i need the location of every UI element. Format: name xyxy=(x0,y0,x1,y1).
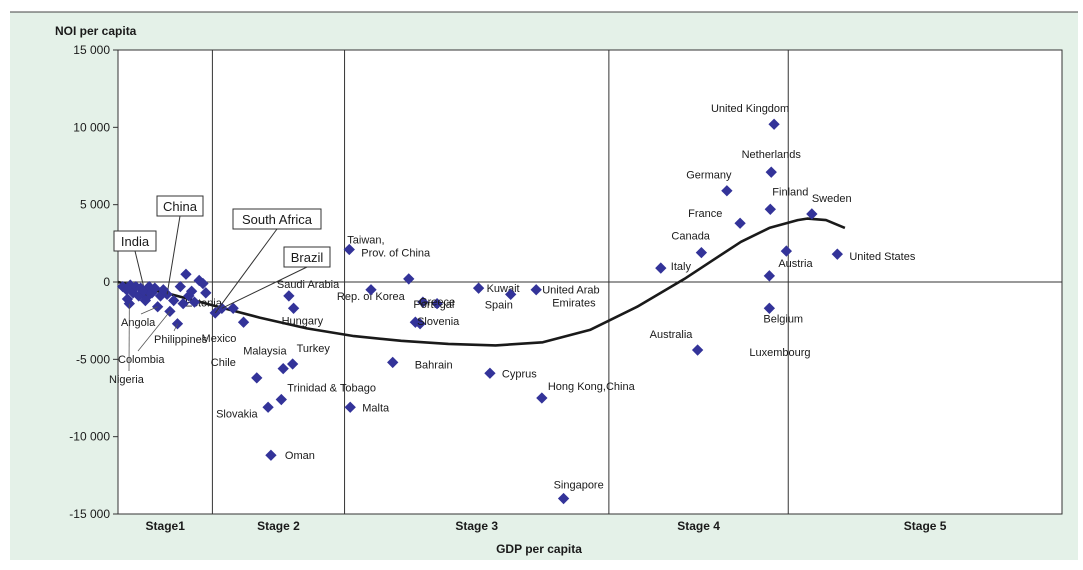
point-label: Prov. of China xyxy=(361,248,431,260)
point-label: Germany xyxy=(686,170,732,182)
point-label: Turkey xyxy=(297,343,331,355)
stage-label: Stage 3 xyxy=(455,519,498,533)
point-label: United Kingdom xyxy=(711,103,789,115)
point-label: Taiwan, xyxy=(347,235,384,247)
point-label: Oman xyxy=(285,450,315,462)
x-axis-title: GDP per capita xyxy=(496,542,582,556)
point-label: Italy xyxy=(671,261,692,273)
y-axis-title: NOI per capita xyxy=(55,24,137,38)
point-label: Philippines xyxy=(154,334,208,346)
point-label: France xyxy=(688,208,722,220)
point-label: Sweden xyxy=(812,193,852,205)
point-label: Malta xyxy=(362,402,390,414)
point-label: Singapore xyxy=(554,480,604,492)
point-label: Greece xyxy=(419,297,455,309)
y-tick-label: -5 000 xyxy=(76,352,110,366)
point-label: Chile xyxy=(211,357,236,369)
point-label: Bahrain xyxy=(415,359,453,371)
stage-label: Stage 4 xyxy=(677,519,720,533)
point-label: Finland xyxy=(772,186,808,198)
point-label: Nigeria xyxy=(109,374,145,386)
point-label: China xyxy=(163,199,198,214)
stage-label: Stage1 xyxy=(146,519,186,533)
point-label: Trinidad & Tobago xyxy=(287,383,376,395)
y-tick-label: 10 000 xyxy=(73,120,110,134)
point-label: Hong Kong,China xyxy=(548,381,636,393)
point-label: Emirates xyxy=(552,298,596,310)
point-label: Saudi Arabia xyxy=(277,279,340,291)
stage-label: Stage 2 xyxy=(257,519,300,533)
point-label: United Arab xyxy=(542,285,599,297)
point-label: Spain xyxy=(485,299,513,311)
point-label: Austria xyxy=(778,258,813,270)
point-label: Cyprus xyxy=(502,368,537,380)
point-label: India xyxy=(121,234,150,249)
point-label: South Africa xyxy=(242,212,313,227)
point-label: Netherlands xyxy=(742,149,802,161)
point-label: Colombia xyxy=(118,354,165,366)
y-tick-label: 5 000 xyxy=(80,198,110,212)
point-label: Slovenia xyxy=(417,316,460,328)
point-label: Slovakia xyxy=(216,408,258,420)
point-label: Canada xyxy=(671,231,710,243)
point-label: Angola xyxy=(121,317,156,329)
y-tick-label: 15 000 xyxy=(73,43,110,57)
point-label: Belgium xyxy=(763,313,803,325)
y-tick-label: -15 000 xyxy=(69,507,110,521)
point-label: Hungary xyxy=(282,315,324,327)
point-label: Luxembourg xyxy=(749,347,810,359)
point-label: Brazil xyxy=(291,250,324,265)
point-label: Malaysia xyxy=(243,346,287,358)
y-tick-label: 0 xyxy=(103,275,110,289)
point-label: Australia xyxy=(650,329,694,341)
y-tick-label: -10 000 xyxy=(69,430,110,444)
plot-area: 15 000 10 000 5 000 0 -5 000 -10 000 -15 000 St… xyxy=(69,43,1062,533)
point-label: United States xyxy=(849,251,916,263)
stage-label: Stage 5 xyxy=(904,519,947,533)
